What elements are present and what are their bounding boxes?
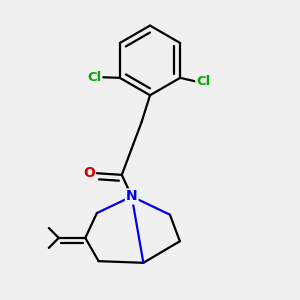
Text: Cl: Cl xyxy=(196,75,211,88)
Text: O: O xyxy=(83,166,95,180)
Text: N: N xyxy=(126,190,138,203)
Text: Cl: Cl xyxy=(87,71,101,84)
